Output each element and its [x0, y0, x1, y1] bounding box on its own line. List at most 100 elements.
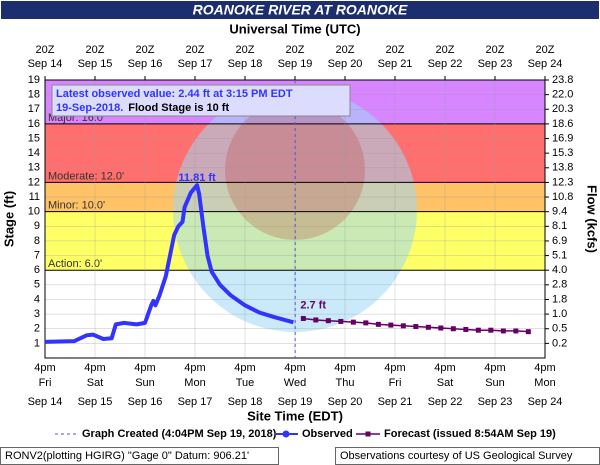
- x-tick-date: Sep 14: [28, 396, 63, 408]
- y2-tick-label: 9.4: [552, 206, 567, 218]
- x2-tick-label: 20Z: [486, 44, 505, 56]
- x-tick-weekday: Fri: [389, 377, 402, 389]
- x-tick-date: Sep 15: [78, 396, 113, 408]
- y-tick-label: 13: [28, 162, 40, 174]
- x2-tick-date: Sep 20: [328, 58, 363, 70]
- x2-tick-date: Sep 24: [528, 58, 563, 70]
- x2-tick-label: 20Z: [286, 44, 305, 56]
- x2-tick-label: 20Z: [336, 44, 355, 56]
- forecast-point: [438, 325, 444, 331]
- legend-swatch: [365, 431, 371, 437]
- series-line: [44, 183, 294, 344]
- x-tick-weekday: Mon: [534, 377, 555, 389]
- forecast-point: [300, 315, 306, 321]
- y-tick-label: 17: [28, 103, 40, 115]
- y-tick-label: 4: [34, 293, 40, 305]
- threshold-label: Action: 6.0': [48, 258, 102, 270]
- annotation-box: [51, 84, 351, 117]
- x-tick-label: 4pm: [84, 362, 105, 374]
- threshold-label: Minor: 10.0': [48, 200, 105, 212]
- legend-label: Graph Created (4:04PM Sep 19, 2018): [82, 428, 277, 440]
- y-tick-label: 5: [34, 279, 40, 291]
- x-tick-label: 4pm: [284, 362, 305, 374]
- y-tick-label: 18: [28, 89, 40, 101]
- forecast-point: [350, 319, 356, 325]
- x-axis-title: Site Time (EDT): [247, 408, 343, 423]
- x-tick-label: 4pm: [184, 362, 205, 374]
- y2-tick-label: 15.3: [552, 147, 573, 159]
- forecast-point: [525, 329, 531, 335]
- y2-tick-label: 2.8: [552, 279, 567, 291]
- y2-tick-label: 8.1: [552, 220, 567, 232]
- x-tick-date: Sep 17: [178, 396, 213, 408]
- x-tick-label: 4pm: [384, 362, 405, 374]
- y2-tick-label: 0.2: [552, 337, 567, 349]
- legend-swatch: [282, 430, 290, 438]
- x-tick-label: 4pm: [34, 362, 55, 374]
- forecast-point: [338, 318, 344, 324]
- forecast-point: [513, 328, 519, 334]
- x-tick-weekday: Sun: [135, 377, 155, 389]
- x-tick-date: Sep 24: [528, 396, 563, 408]
- x2-tick-label: 20Z: [136, 44, 155, 56]
- y-tick-label: 14: [28, 147, 40, 159]
- x-tick-weekday: Thu: [336, 377, 355, 389]
- annotation-flood-stage: Flood Stage is 10 ft: [128, 102, 229, 114]
- x-tick-weekday: Sat: [87, 377, 104, 389]
- x-tick-weekday: Fri: [39, 377, 52, 389]
- x-tick-date: Sep 23: [478, 396, 513, 408]
- x-tick-date: Sep 16: [128, 396, 163, 408]
- footer-right: Observations courtesy of US Geological S…: [340, 450, 573, 462]
- legend-label: Forecast (issued 8:54AM Sep 19): [384, 428, 556, 440]
- x2-tick-label: 20Z: [186, 44, 205, 56]
- x2-tick-date: Sep 14: [28, 58, 63, 70]
- x-tick-date: Sep 22: [428, 396, 463, 408]
- x2-tick-label: 20Z: [236, 44, 255, 56]
- footer-left: RONV2(plotting HGIRG) "Gage 0" Datum: 90…: [5, 450, 249, 462]
- x-tick-label: 4pm: [434, 362, 455, 374]
- y2-tick-label: 5.1: [552, 249, 567, 261]
- x-tick-date: Sep 21: [378, 396, 413, 408]
- forecast-point: [475, 327, 481, 333]
- forecast-point: [488, 327, 494, 333]
- x2-tick-label: 20Z: [536, 44, 555, 56]
- y-tick-label: 11: [29, 191, 40, 203]
- y-tick-label: 1: [34, 337, 40, 349]
- forecast-point: [400, 323, 406, 329]
- annotation-date: 19-Sep-2018.: [56, 102, 123, 114]
- x2-tick-date: Sep 15: [78, 58, 113, 70]
- forecast-point: [363, 320, 369, 326]
- y-tick-label: 2: [34, 323, 40, 335]
- forecast-point: [413, 324, 419, 330]
- y2-tick-label: 13.8: [552, 162, 573, 174]
- x-tick-weekday: Sat: [437, 377, 454, 389]
- x-tick-label: 4pm: [134, 362, 155, 374]
- x2-tick-date: Sep 23: [478, 58, 513, 70]
- forecast-point: [425, 324, 431, 330]
- y2-tick-label: 10.8: [552, 191, 573, 203]
- y2-tick-label: 1.0: [552, 308, 567, 320]
- y2-tick-label: 0.5: [552, 323, 567, 335]
- plot-area: 123456789101112131415161718190.20.51.01.…: [28, 44, 574, 408]
- x2-tick-date: Sep 17: [178, 58, 213, 70]
- y2-tick-label: 4.0: [552, 264, 567, 276]
- forecast-point: [325, 318, 331, 324]
- x2-axis-title: Universal Time (UTC): [229, 21, 360, 36]
- y-tick-label: 9: [34, 220, 40, 232]
- forecast-point: [463, 326, 469, 332]
- y2-tick-label: 22.0: [552, 89, 573, 101]
- y2-tick-label: 12.3: [552, 176, 573, 188]
- x-tick-label: 4pm: [534, 362, 555, 374]
- y-tick-label: 7: [34, 249, 40, 261]
- y2-tick-label: 20.3: [552, 103, 573, 115]
- y-tick-label: 6: [34, 264, 40, 276]
- x-tick-weekday: Sun: [485, 377, 505, 389]
- forecast-point: [313, 317, 319, 323]
- x2-tick-label: 20Z: [386, 44, 405, 56]
- forecast-point: [500, 328, 506, 334]
- y-axis-title: Stage (ft): [1, 191, 16, 247]
- chart-title: ROANOKE RIVER AT ROANOKE: [193, 2, 408, 18]
- x2-tick-date: Sep 21: [378, 58, 413, 70]
- y2-tick-label: 6.9: [552, 235, 567, 247]
